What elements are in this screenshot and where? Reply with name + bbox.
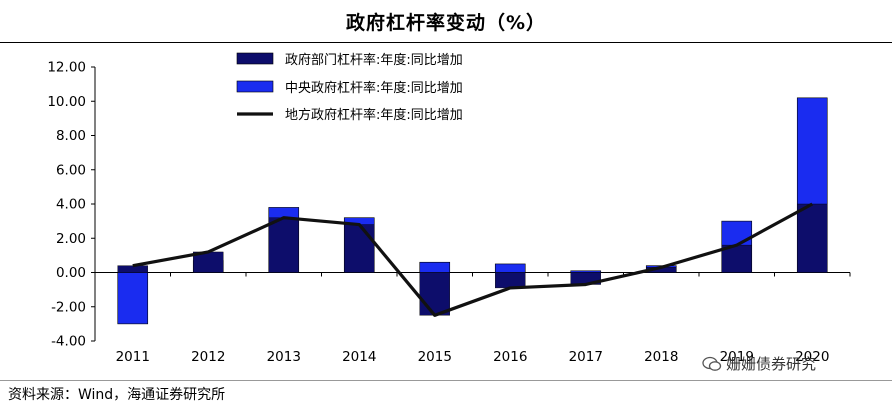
y-tick-label: 10.00 xyxy=(47,94,86,110)
bar-central-2020 xyxy=(797,203,828,273)
line-layer xyxy=(132,202,814,317)
source-note: 资料来源：Wind，海通证券研究所 xyxy=(8,387,226,403)
bar-layer xyxy=(117,97,828,325)
y-tick-label: 6.00 xyxy=(56,162,86,178)
y-tick-label: -4.00 xyxy=(51,334,86,350)
bar-government-2015 xyxy=(419,261,451,273)
bar-central-2013 xyxy=(268,217,299,273)
title-divider xyxy=(0,42,892,43)
legend-swatch xyxy=(236,52,274,65)
x-tick-label: 2014 xyxy=(342,349,376,365)
x-tick-label: 2013 xyxy=(267,349,301,365)
y-tick-label: -2.00 xyxy=(51,299,86,315)
y-tick-label: 12.00 xyxy=(47,60,86,76)
y-tick-label: 8.00 xyxy=(56,128,86,144)
bar-central-2011 xyxy=(117,265,148,273)
chart-title: 政府杠杆率变动（%） xyxy=(345,12,547,34)
bar-government-2011 xyxy=(117,272,149,325)
x-tick-label: 2012 xyxy=(191,349,225,365)
bar-central-2016 xyxy=(495,272,526,289)
x-tick-label: 2020 xyxy=(795,349,829,365)
y-axis: -4.00 -2.00 0.00 2.00 4.00 6.00 8.00 10.00 12.00 xyxy=(47,60,96,350)
x-axis: 2011 2012 2013 2014 2015 2016 2017 2018 2019 2020 xyxy=(94,272,851,365)
legend-label: 政府部门杠杆率:年度:同比增加 xyxy=(285,52,463,68)
x-tick-label: 2015 xyxy=(418,349,452,365)
legend-swatch xyxy=(236,80,274,93)
legend-label: 地方政府杠杆率:年度:同比增加 xyxy=(285,107,463,123)
x-tick-label: 2017 xyxy=(569,349,603,365)
y-tick-label: 2.00 xyxy=(56,231,86,247)
line-local-government xyxy=(132,202,814,317)
legend-label: 中央政府杠杆率:年度:同比增加 xyxy=(285,80,463,96)
wechat-icon xyxy=(702,356,722,371)
bar-government-2017 xyxy=(570,270,602,273)
y-tick-label: 0.00 xyxy=(56,265,86,281)
bar-central-2014 xyxy=(344,224,375,273)
footer-divider xyxy=(0,380,892,381)
x-tick-label: 2018 xyxy=(644,349,678,365)
watermark-text: 姗姗债券研究 xyxy=(726,355,817,373)
x-tick-label: 2019 xyxy=(720,349,754,365)
x-tick-label: 2016 xyxy=(493,349,527,365)
y-tick-label: 4.00 xyxy=(56,197,86,213)
watermark: 姗姗债券研究 xyxy=(702,353,816,374)
legend: 政府部门杠杆率:年度:同比增加中央政府杠杆率:年度:同比增加地方政府杠杆率:年度… xyxy=(236,52,463,123)
x-tick-label: 2011 xyxy=(116,349,150,365)
bar-central-2015 xyxy=(419,272,450,316)
bar-government-2016 xyxy=(494,263,526,273)
